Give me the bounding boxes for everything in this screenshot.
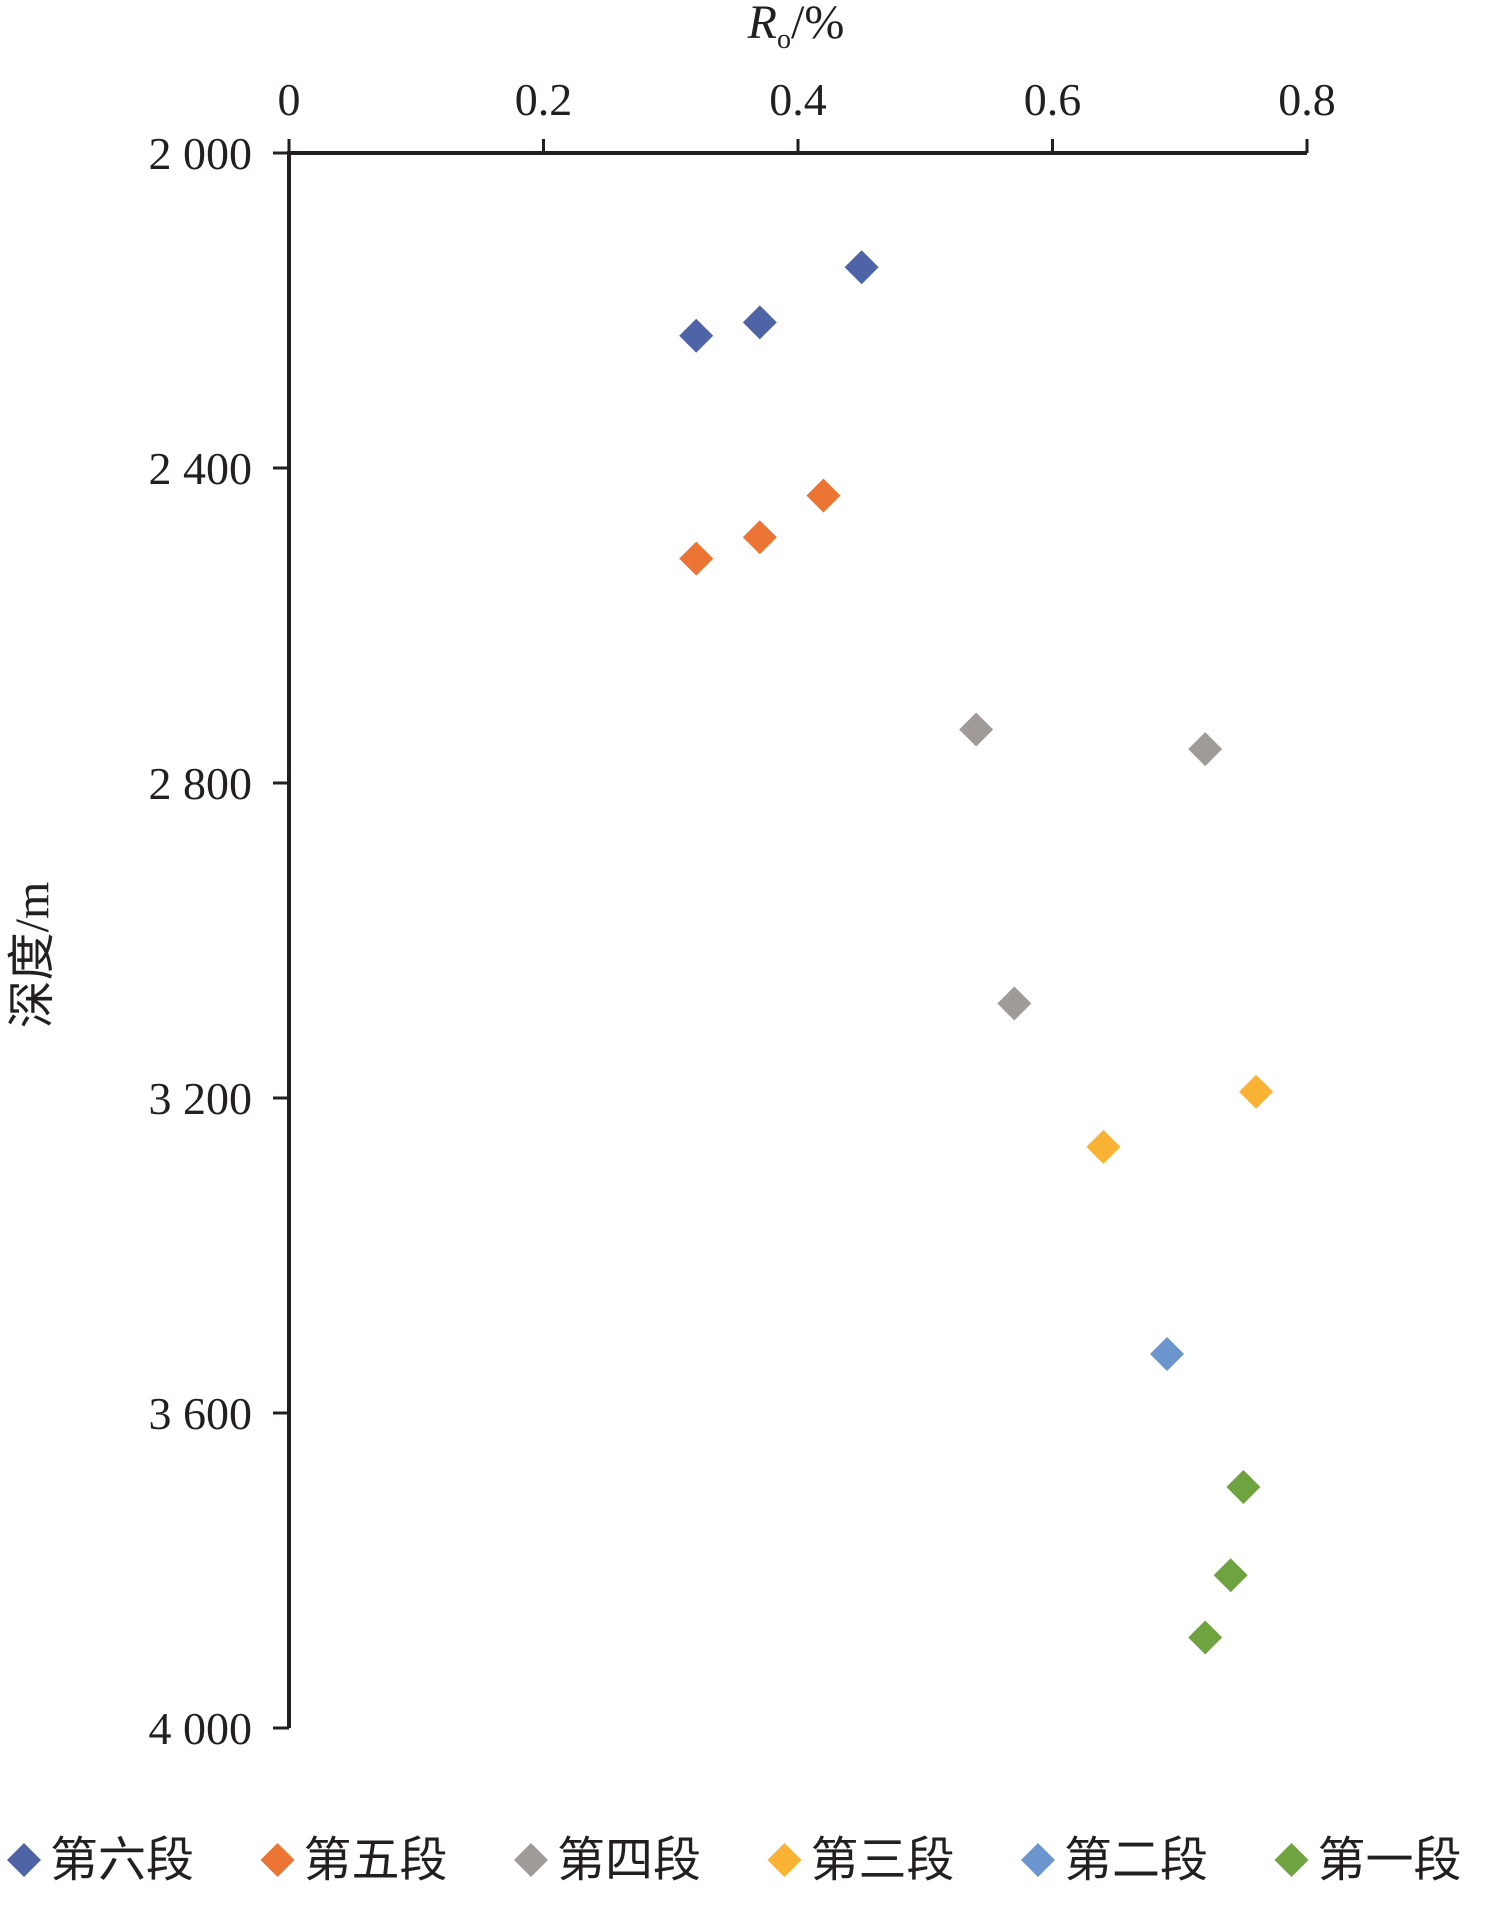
data-point-series-1 [844,250,879,285]
y-axis-title: 深度/m [6,882,59,1029]
legend-label-1: 第六段 [50,1834,194,1887]
data-point-series-4 [1239,1074,1274,1109]
y-tick-label: 2 400 [149,443,253,494]
data-point-series-1 [742,305,777,340]
data-point-series-3 [997,986,1032,1021]
axes [287,151,1307,1728]
legend-label-2: 第五段 [304,1834,448,1887]
data-point-series-2 [742,520,777,555]
x-tick-label: 0.4 [769,74,827,125]
x-tick-label: 0.6 [1024,74,1082,125]
legend-marker-3 [514,1843,548,1877]
y-tick-label: 3 200 [149,1073,253,1124]
y-axis-title-text: 深度/m [6,882,59,1029]
data-point-series-6 [1226,1470,1261,1505]
data-point-series-4 [1086,1129,1121,1164]
y-tick-label: 2 800 [149,758,253,809]
x-tick-label: 0.8 [1278,74,1336,125]
legend-marker-5 [1021,1843,1055,1877]
legend-label-3: 第四段 [557,1834,701,1887]
legend-marker-6 [1274,1843,1309,1877]
legend-marker-2 [260,1843,295,1877]
legend-label-4: 第三段 [811,1834,955,1887]
legend-label-5: 第二段 [1064,1834,1208,1887]
legend-marker-4 [767,1843,802,1877]
x-axis-title-text: Ro/% [747,0,845,55]
x-axis-title: Ro/% [747,0,845,55]
legend-marker-1 [7,1843,41,1877]
y-tick-label: 4 000 [149,1703,253,1754]
data-point-series-5 [1150,1336,1185,1371]
legend: 第六段 第五段 第四段 第三段 第二段 第一段 [7,1834,1462,1887]
data-point-series-6 [1188,1620,1223,1655]
data-point-series-2 [679,541,714,576]
data-point-series-3 [959,712,994,747]
legend-label-6: 第一段 [1318,1834,1462,1887]
y-tick-label: 3 600 [149,1388,253,1439]
data-points [679,250,1274,1655]
x-tick-label: 0.2 [515,74,573,125]
x-axis-ticks: 0 0.2 0.4 0.6 0.8 [278,74,1336,153]
data-point-series-2 [806,478,841,513]
data-point-series-1 [679,318,714,353]
data-point-series-3 [1188,732,1223,767]
data-point-series-6 [1213,1558,1248,1593]
y-axis-ticks: 2 000 2 400 2 800 3 200 3 600 4 000 [149,128,289,1754]
y-tick-label: 2 000 [149,128,253,179]
x-tick-label: 0 [278,74,301,125]
